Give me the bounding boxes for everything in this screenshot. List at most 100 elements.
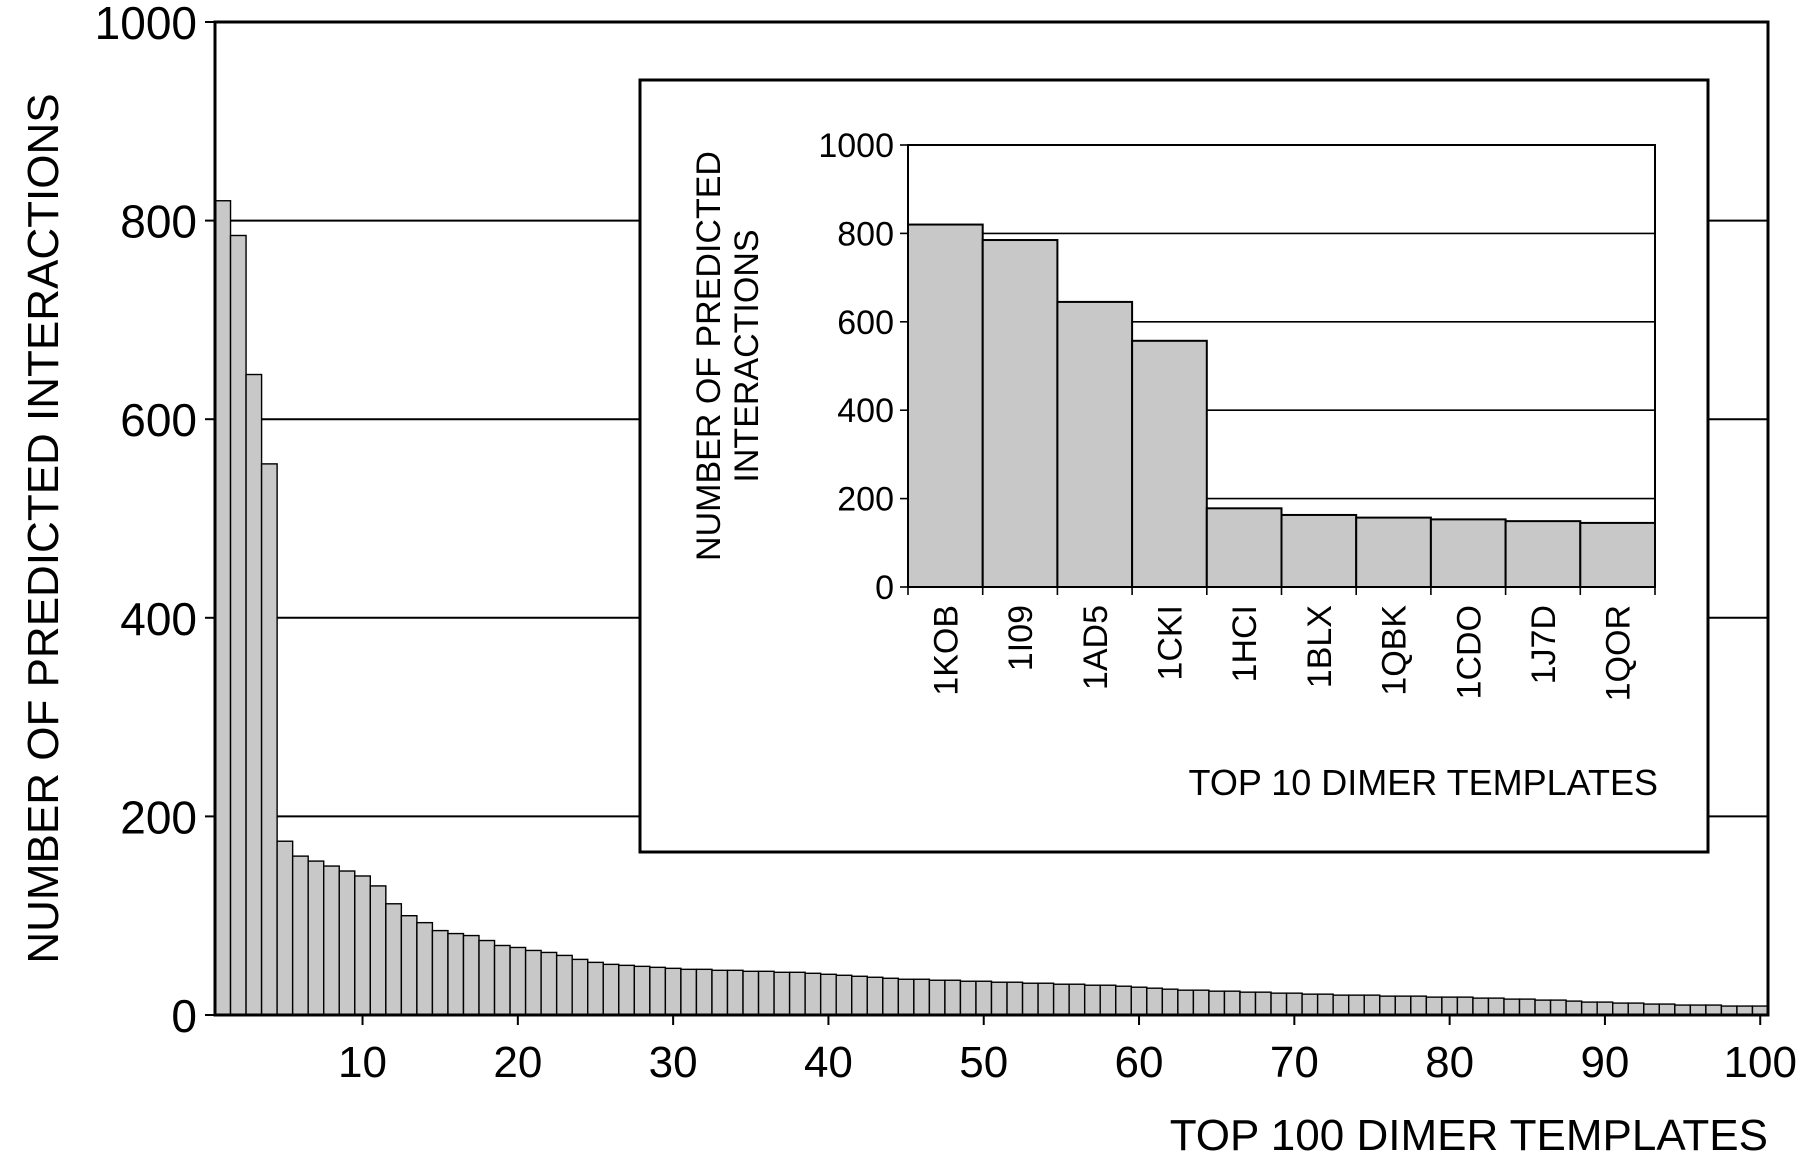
main-bar xyxy=(1161,988,1179,1016)
main-bar xyxy=(540,951,558,1016)
main-bar xyxy=(664,967,682,1016)
main-bar xyxy=(959,980,977,1016)
inset-bar-1j7d xyxy=(1504,520,1582,589)
main-bar xyxy=(1472,997,1490,1016)
inset-x-tick-label: 1QBK xyxy=(1376,605,1414,696)
main-bar xyxy=(276,840,294,1016)
main-bar xyxy=(1037,982,1055,1016)
main-bar xyxy=(1177,989,1195,1016)
main-bar xyxy=(1456,996,1474,1016)
main-bar xyxy=(1146,987,1164,1016)
main-bar xyxy=(1611,1002,1629,1016)
inset-bar-1blx xyxy=(1280,513,1358,588)
inset-bar-1cdo xyxy=(1429,518,1507,589)
main-x-tick-label: 30 xyxy=(649,1038,698,1087)
main-bar xyxy=(587,961,604,1016)
main-bar xyxy=(509,946,527,1016)
main-bar xyxy=(245,373,263,1016)
main-bar xyxy=(493,944,511,1016)
inset-y-tick-label: 800 xyxy=(837,215,894,253)
main-bar xyxy=(633,965,651,1016)
inset-x-tick-label: 1HCI xyxy=(1226,605,1264,682)
main-bar xyxy=(229,234,247,1016)
inset-x-axis-label: TOP 10 DIMER TEMPLATES xyxy=(1189,762,1658,803)
inset-y-tick-label: 1000 xyxy=(818,127,894,165)
main-bar xyxy=(866,976,884,1016)
main-bar xyxy=(1565,1000,1583,1016)
inset-x-tick-label: 1AD5 xyxy=(1077,605,1115,690)
main-bar xyxy=(369,885,387,1016)
main-bar xyxy=(214,200,232,1016)
inset-y-tick-label: 600 xyxy=(837,304,894,342)
main-bar xyxy=(773,971,791,1016)
main-chart: 0 200 400 600 800 1000 10 20 30 40 50 60 70 80 90 100 NU… xyxy=(19,0,1797,1160)
main-bar xyxy=(1254,991,1272,1016)
main-bar xyxy=(447,932,465,1016)
inset-bar-1ad5 xyxy=(1056,300,1134,588)
inset-x-tick-label: 1KOB xyxy=(927,605,965,696)
main-bar xyxy=(291,855,309,1016)
main-bar xyxy=(1580,1001,1598,1016)
main-bar xyxy=(1379,995,1396,1016)
inset-y-tick-label: 200 xyxy=(837,481,894,519)
main-bar xyxy=(1239,991,1257,1016)
main-bar xyxy=(882,977,900,1016)
inset-bar-1hci xyxy=(1205,507,1283,589)
inset-y-tick-label: 400 xyxy=(837,392,894,430)
inset-bar-1i09 xyxy=(981,239,1059,588)
main-bar xyxy=(478,939,496,1016)
main-bar xyxy=(1332,994,1350,1016)
inset-x-tick-label: 1QOR xyxy=(1600,605,1638,701)
main-bar xyxy=(975,980,993,1016)
main-bar xyxy=(1596,1001,1614,1016)
main-bar xyxy=(990,981,1008,1016)
inset-x-tick-label: 1I09 xyxy=(1002,605,1040,671)
main-bar xyxy=(354,875,371,1016)
main-bar xyxy=(711,969,729,1016)
main-bar xyxy=(385,903,403,1016)
main-bar xyxy=(462,934,480,1016)
main-x-tick-label: 90 xyxy=(1580,1038,1629,1087)
main-bar xyxy=(1518,998,1536,1016)
inset-bar-1qor xyxy=(1579,521,1657,588)
inset-bar-1cki xyxy=(1131,339,1208,588)
main-bar xyxy=(1394,995,1412,1016)
main-bar xyxy=(1549,999,1567,1016)
main-x-tick-label: 100 xyxy=(1724,1038,1797,1087)
inset-y-axis-label: NUMBER OF PREDICTEDINTERACTIONS xyxy=(690,151,766,561)
main-plot-frame xyxy=(213,20,1770,1017)
main-bar xyxy=(757,970,775,1016)
main-bar xyxy=(1347,994,1365,1016)
main-bar xyxy=(260,463,278,1016)
main-bar xyxy=(1316,993,1334,1016)
main-bar xyxy=(323,865,340,1016)
main-bar xyxy=(1410,995,1428,1016)
main-bar xyxy=(1115,985,1132,1016)
main-bar xyxy=(851,975,868,1016)
main-y-tick-label: 600 xyxy=(120,394,197,446)
main-x-tick-label: 10 xyxy=(338,1038,387,1087)
inset-chart: 0 200 400 600 800 1000 1KOB 1I09 1AD5 1CKI 1HCI 1BL… xyxy=(638,78,1710,854)
main-bar xyxy=(431,929,449,1016)
main-bar xyxy=(1301,993,1319,1016)
main-bar xyxy=(400,915,418,1016)
main-bar xyxy=(1223,990,1241,1016)
inset-x-tick-label: 1CKI xyxy=(1151,605,1189,681)
main-bar xyxy=(1083,984,1101,1016)
main-bar xyxy=(649,966,667,1016)
main-bar xyxy=(835,974,853,1016)
main-bar xyxy=(1006,981,1024,1016)
main-bar xyxy=(1099,984,1117,1016)
main-y-tick-label: 800 xyxy=(120,196,197,248)
main-bar xyxy=(695,968,713,1016)
main-bar xyxy=(416,921,434,1016)
main-bar xyxy=(1643,1003,1660,1016)
main-x-tick-label: 40 xyxy=(804,1038,853,1087)
inset-x-tick-label: 1J7D xyxy=(1525,605,1563,684)
main-bar xyxy=(1627,1002,1645,1016)
main-bar xyxy=(618,964,636,1016)
main-bar xyxy=(1441,996,1459,1016)
main-bar xyxy=(1208,990,1226,1016)
